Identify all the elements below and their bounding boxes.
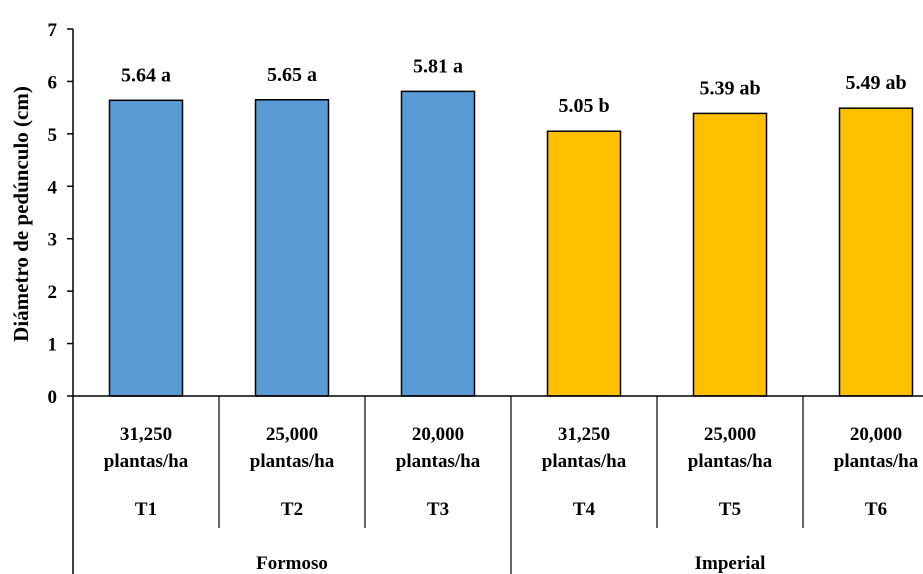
x-tick-label-t6-unit: plantas/ha	[834, 451, 919, 472]
bar-t3	[400, 90, 476, 397]
bar-t6	[838, 107, 914, 397]
y-tick-label: 4	[48, 177, 58, 198]
bar-t2	[254, 99, 330, 397]
x-tick-label-t1-unit: plantas/ha	[104, 451, 189, 472]
bar-t1	[108, 99, 184, 397]
data-label-t1: 5.64 a	[121, 64, 171, 86]
y-tick-label: 0	[48, 387, 58, 408]
y-tick-label: 7	[48, 20, 58, 41]
x-tick-label-t5-unit: plantas/ha	[688, 451, 773, 472]
x-tick-label-t5-density: 25,000	[704, 424, 756, 445]
data-label-t3: 5.81 a	[413, 55, 463, 77]
data-label-t6: 5.49 ab	[845, 72, 906, 94]
y-tick-label: 6	[48, 72, 58, 93]
bars: 5.64 a 5.65 a 5.81 a 5.05 b 5.39 ab 5.49 ab	[108, 55, 914, 397]
y-tick-label: 5	[48, 125, 58, 146]
data-label-t5: 5.39 ab	[699, 77, 760, 99]
data-label-t2: 5.65 a	[267, 64, 317, 86]
y-tick-label: 1	[48, 335, 58, 356]
bar-t4	[546, 130, 622, 397]
x-tick-label-t6-density: 20,000	[850, 424, 902, 445]
y-axis-label: Diámetro de pedúnculo (cm)	[9, 86, 33, 342]
x-tick-label-t6: T6	[865, 499, 887, 520]
x-tick-label-t1-density: 31,250	[120, 424, 172, 445]
x-tick-label-t4-density: 31,250	[558, 424, 610, 445]
data-label-t4: 5.05 b	[558, 95, 609, 117]
x-tick-label-t3: T3	[427, 499, 449, 520]
x-tick-label-t2-density: 25,000	[266, 424, 318, 445]
x-tick-label-t3-density: 20,000	[412, 424, 464, 445]
x-tick-label-t4: T4	[573, 499, 596, 520]
x-tick-label-t5: T5	[719, 499, 741, 520]
x-axis: 31,250 plantas/ha T1 25,000 plantas/ha T2 20,0…	[73, 395, 923, 574]
x-tick-label-t2-unit: plantas/ha	[250, 451, 335, 472]
group-label-imperial: Imperial	[695, 553, 766, 574]
x-tick-label-t1: T1	[135, 499, 157, 520]
x-tick-label-t4-unit: plantas/ha	[542, 451, 627, 472]
y-tick-label: 2	[48, 282, 58, 303]
y-tick-label: 3	[48, 230, 58, 251]
bar-t5	[692, 112, 768, 397]
x-tick-label-t2: T2	[281, 499, 303, 520]
x-tick-label-t3-unit: plantas/ha	[396, 451, 481, 472]
group-label-formoso: Formoso	[256, 553, 328, 574]
y-axis: 0 1 2 3 4 5 6 7	[48, 20, 74, 574]
